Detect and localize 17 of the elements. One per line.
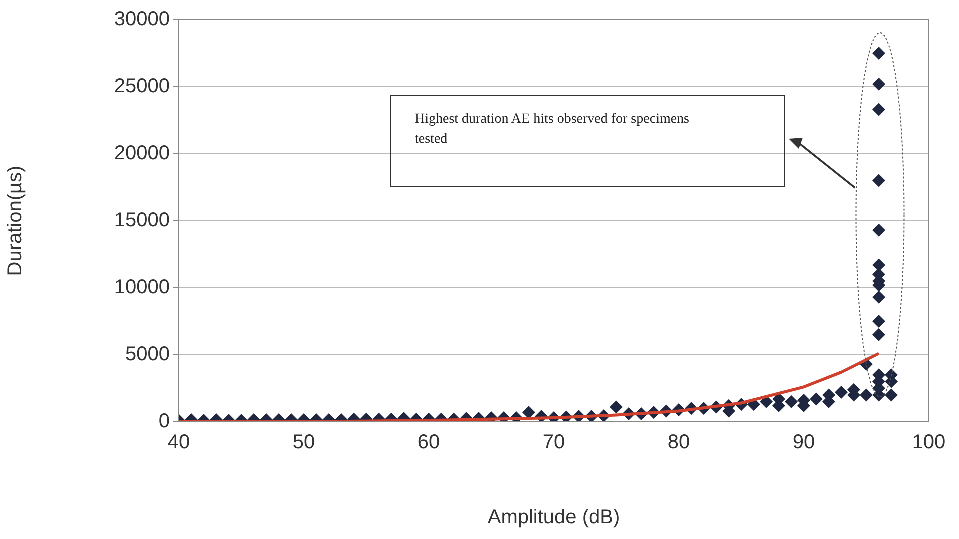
x-tick-label: 60: [418, 432, 440, 454]
x-tick-label: 80: [668, 432, 690, 454]
x-tick-label: 90: [792, 432, 816, 454]
y-tick-label: 30000: [114, 8, 170, 31]
x-tick-label: 100: [912, 432, 946, 454]
x-tick-label: 70: [542, 432, 566, 454]
y-tick-label: 5000: [126, 344, 170, 366]
x-axis-title: Amplitude (dB): [488, 506, 620, 529]
annotation: Highest duration AE hits observed for specimens tested: [390, 95, 785, 187]
y-tick-label: 10000: [114, 276, 170, 299]
y-axis-title: Duration(µs): [4, 166, 27, 276]
y-tick-label: 15000: [114, 210, 170, 232]
y-tick-label: 25000: [114, 76, 170, 98]
y-tick-label: 20000: [114, 142, 170, 165]
y-tick-label: 0: [158, 410, 170, 433]
x-tick-label: 40: [168, 432, 190, 454]
x-tick-label: 50: [292, 432, 316, 454]
